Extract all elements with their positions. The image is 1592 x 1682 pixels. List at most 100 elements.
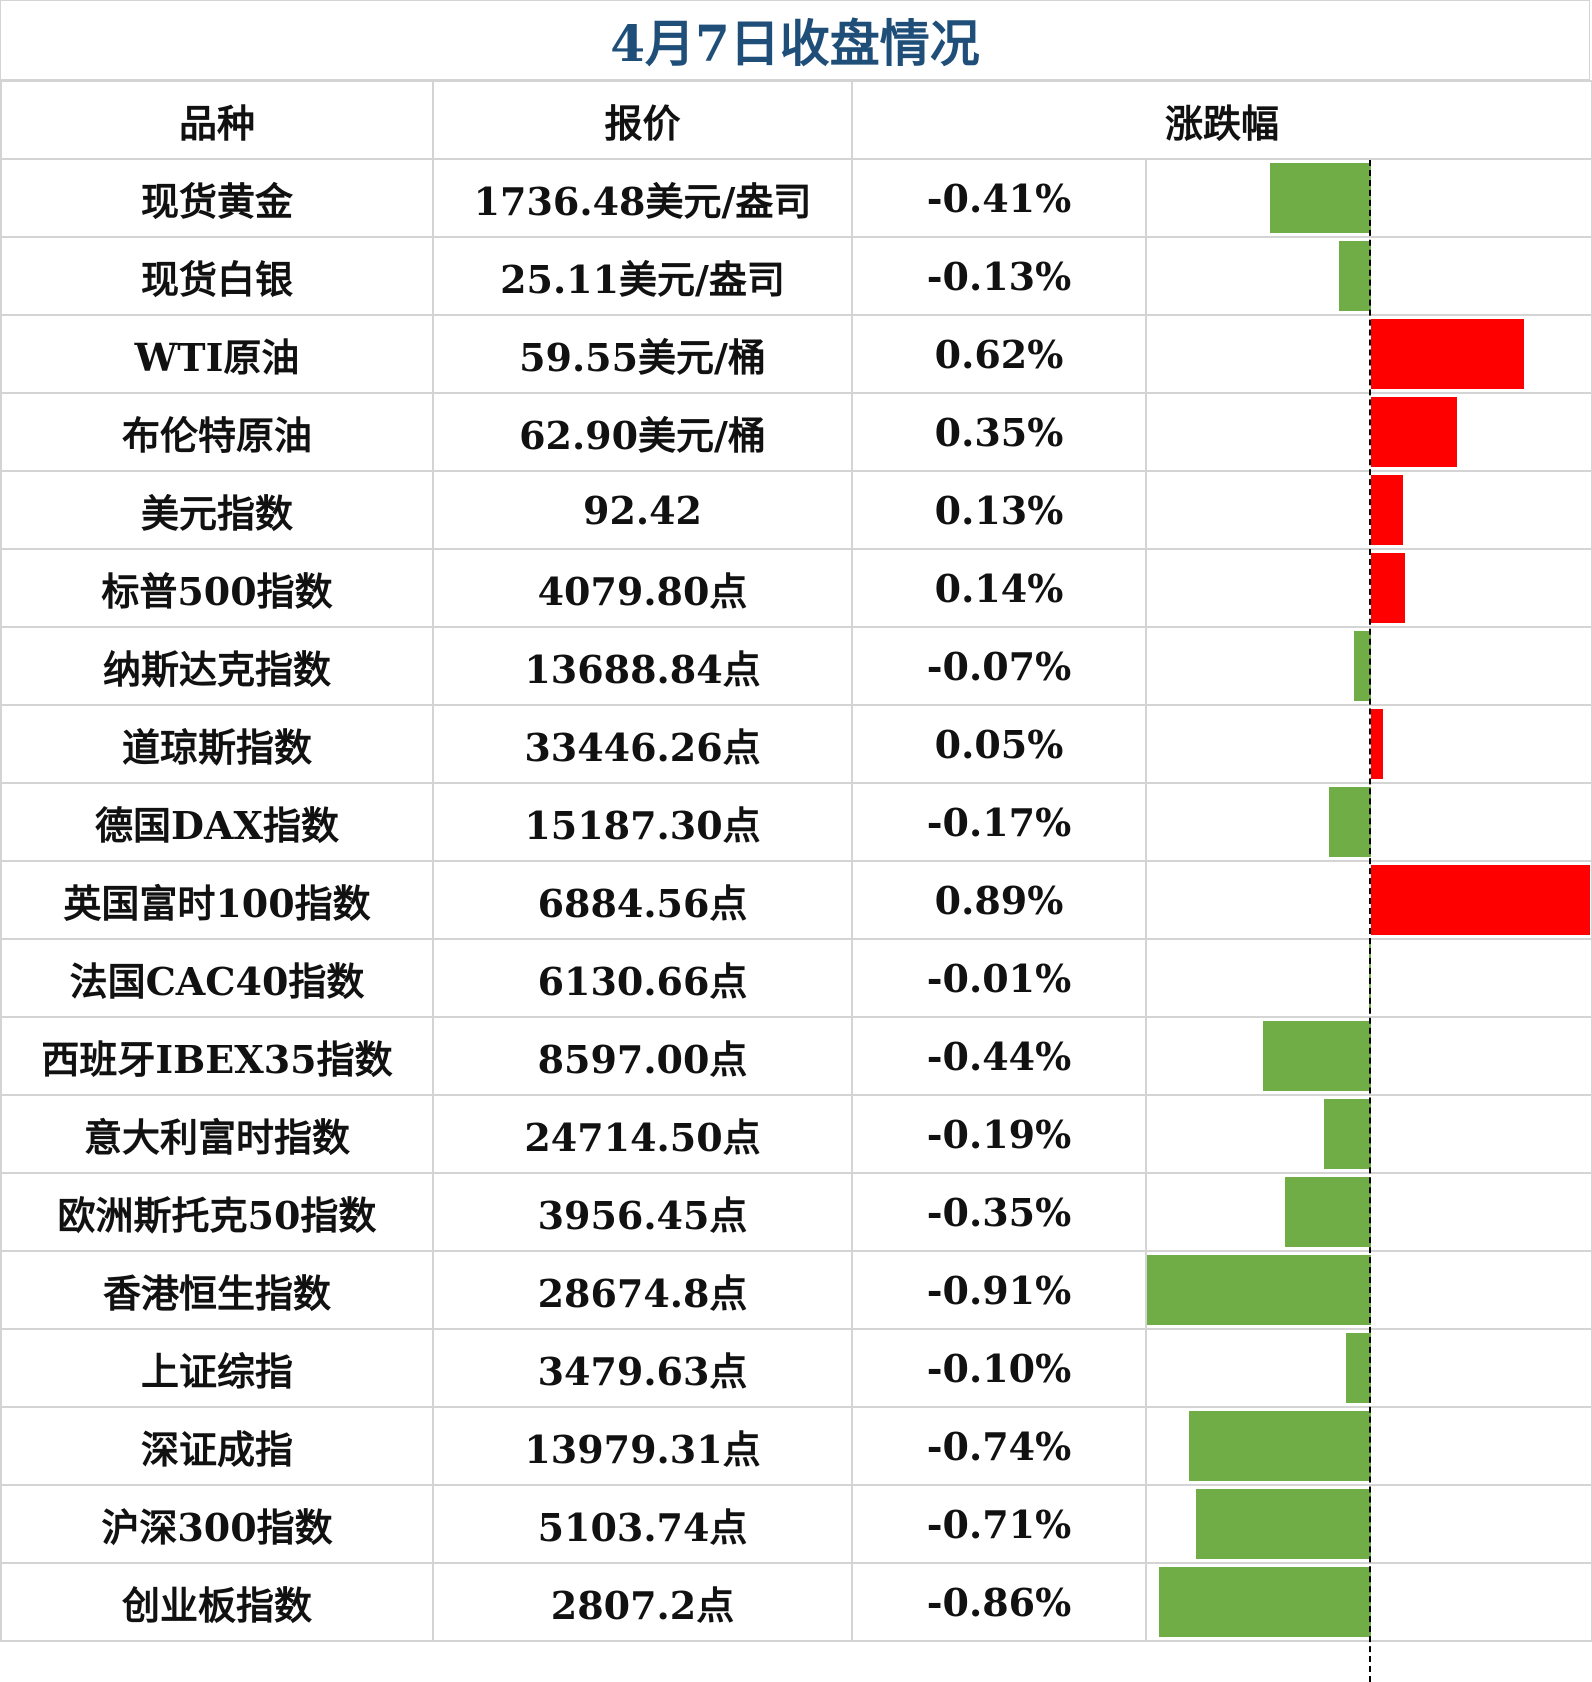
price: 5103.74点 <box>432 1484 853 1564</box>
price: 13979.31点 <box>432 1406 853 1486</box>
instrument-name: 沪深300指数 <box>0 1484 434 1564</box>
price: 1736.48美元/盎司 <box>432 158 853 238</box>
price: 59.55美元/桶 <box>432 314 853 394</box>
instrument-name: 布伦特原油 <box>0 392 434 472</box>
change-label: -0.74% <box>851 1406 1147 1486</box>
instrument-name: 英国富时100指数 <box>0 860 434 940</box>
change-label: 0.13% <box>851 470 1147 550</box>
price: 24714.50点 <box>432 1094 853 1174</box>
change-bar <box>1346 1333 1371 1403</box>
table-row: 美元指数 92.42 0.13% <box>0 470 1592 550</box>
change-label: -0.13% <box>851 236 1147 316</box>
table-row: WTI原油 59.55美元/桶 0.62% <box>0 314 1592 394</box>
instrument-name: 现货黄金 <box>0 158 434 238</box>
table-row: 英国富时100指数 6884.56点 0.89% <box>0 860 1592 940</box>
table-row: 现货白银 25.11美元/盎司 -0.13% <box>0 236 1592 316</box>
change-bar <box>1147 1255 1371 1325</box>
change-bar-cell <box>1144 1406 1592 1486</box>
change-bar <box>1339 241 1371 311</box>
change-bar <box>1159 1567 1371 1637</box>
instrument-name: 现货白银 <box>0 236 434 316</box>
change-bar <box>1270 163 1371 233</box>
change-bar-cell <box>1144 1016 1592 1096</box>
change-bar <box>1188 1411 1371 1481</box>
quote-table: 品种 报价 涨跌幅 现货黄金 1736.48美元/盎司 -0.41% 现货白银 25.1… <box>0 80 1592 1642</box>
instrument-name: 意大利富时指数 <box>0 1094 434 1174</box>
table-row: 现货黄金 1736.48美元/盎司 -0.41% <box>0 158 1592 238</box>
change-label: -0.07% <box>851 626 1147 706</box>
instrument-name: 创业板指数 <box>0 1562 434 1642</box>
header-name: 品种 <box>0 80 434 160</box>
table-row: 香港恒生指数 28674.8点 -0.91% <box>0 1250 1592 1330</box>
change-label: 0.89% <box>851 860 1147 940</box>
change-bar <box>1324 1099 1371 1169</box>
price: 92.42 <box>432 470 853 550</box>
change-bar-cell <box>1144 1172 1592 1252</box>
change-bar <box>1371 475 1403 545</box>
change-bar-cell <box>1144 1328 1592 1408</box>
instrument-name: 欧洲斯托克50指数 <box>0 1172 434 1252</box>
price: 62.90美元/桶 <box>432 392 853 472</box>
change-bar <box>1196 1489 1371 1559</box>
change-label: -0.19% <box>851 1094 1147 1174</box>
change-label: -0.41% <box>851 158 1147 238</box>
change-bar-cell <box>1144 548 1592 628</box>
header-change: 涨跌幅 <box>850 80 1592 160</box>
change-bar <box>1284 1177 1371 1247</box>
change-bar <box>1371 709 1384 779</box>
change-bar <box>1371 553 1406 623</box>
price: 15187.30点 <box>432 782 853 862</box>
change-bar-cell <box>1144 236 1592 316</box>
instrument-name: 纳斯达克指数 <box>0 626 434 706</box>
change-bar <box>1371 319 1524 389</box>
change-bar <box>1329 787 1371 857</box>
change-label: -0.86% <box>851 1562 1147 1642</box>
price: 28674.8点 <box>432 1250 853 1330</box>
instrument-name: 道琼斯指数 <box>0 704 434 784</box>
change-label: -0.71% <box>851 1484 1147 1564</box>
change-label: 0.35% <box>851 392 1147 472</box>
change-label: 0.14% <box>851 548 1147 628</box>
change-bar <box>1353 631 1371 701</box>
change-bar-cell <box>1144 938 1592 1018</box>
price: 6884.56点 <box>432 860 853 940</box>
instrument-name: 上证综指 <box>0 1328 434 1408</box>
change-bar <box>1371 397 1458 467</box>
change-bar-cell <box>1144 704 1592 784</box>
price: 8597.00点 <box>432 1016 853 1096</box>
change-label: -0.91% <box>851 1250 1147 1330</box>
table-row: 法国CAC40指数 6130.66点 -0.01% <box>0 938 1592 1018</box>
price: 33446.26点 <box>432 704 853 784</box>
table-row: 布伦特原油 62.90美元/桶 0.35% <box>0 392 1592 472</box>
table-row: 纳斯达克指数 13688.84点 -0.07% <box>0 626 1592 706</box>
zero-axis <box>1369 160 1371 1682</box>
change-bar <box>1371 865 1590 935</box>
chart-title: 4月7日收盘情况 <box>0 0 1590 80</box>
change-label: 0.62% <box>851 314 1147 394</box>
change-bar-cell <box>1144 314 1592 394</box>
instrument-name: 香港恒生指数 <box>0 1250 434 1330</box>
table-row: 德国DAX指数 15187.30点 -0.17% <box>0 782 1592 862</box>
change-label: -0.35% <box>851 1172 1147 1252</box>
change-bar-cell <box>1144 158 1592 238</box>
table-row: 深证成指 13979.31点 -0.74% <box>0 1406 1592 1486</box>
table-row: 标普500指数 4079.80点 0.14% <box>0 548 1592 628</box>
header-row: 品种 报价 涨跌幅 <box>0 80 1592 160</box>
change-label: -0.01% <box>851 938 1147 1018</box>
change-label: -0.44% <box>851 1016 1147 1096</box>
table-row: 西班牙IBEX35指数 8597.00点 -0.44% <box>0 1016 1592 1096</box>
instrument-name: 美元指数 <box>0 470 434 550</box>
table-row: 欧洲斯托克50指数 3956.45点 -0.35% <box>0 1172 1592 1252</box>
instrument-name: 深证成指 <box>0 1406 434 1486</box>
table-row: 上证综指 3479.63点 -0.10% <box>0 1328 1592 1408</box>
instrument-name: WTI原油 <box>0 314 434 394</box>
price: 13688.84点 <box>432 626 853 706</box>
instrument-name: 标普500指数 <box>0 548 434 628</box>
instrument-name: 德国DAX指数 <box>0 782 434 862</box>
instrument-name: 西班牙IBEX35指数 <box>0 1016 434 1096</box>
instrument-name: 法国CAC40指数 <box>0 938 434 1018</box>
table-row: 道琼斯指数 33446.26点 0.05% <box>0 704 1592 784</box>
table-row: 意大利富时指数 24714.50点 -0.19% <box>0 1094 1592 1174</box>
price: 2807.2点 <box>432 1562 853 1642</box>
change-label: -0.10% <box>851 1328 1147 1408</box>
